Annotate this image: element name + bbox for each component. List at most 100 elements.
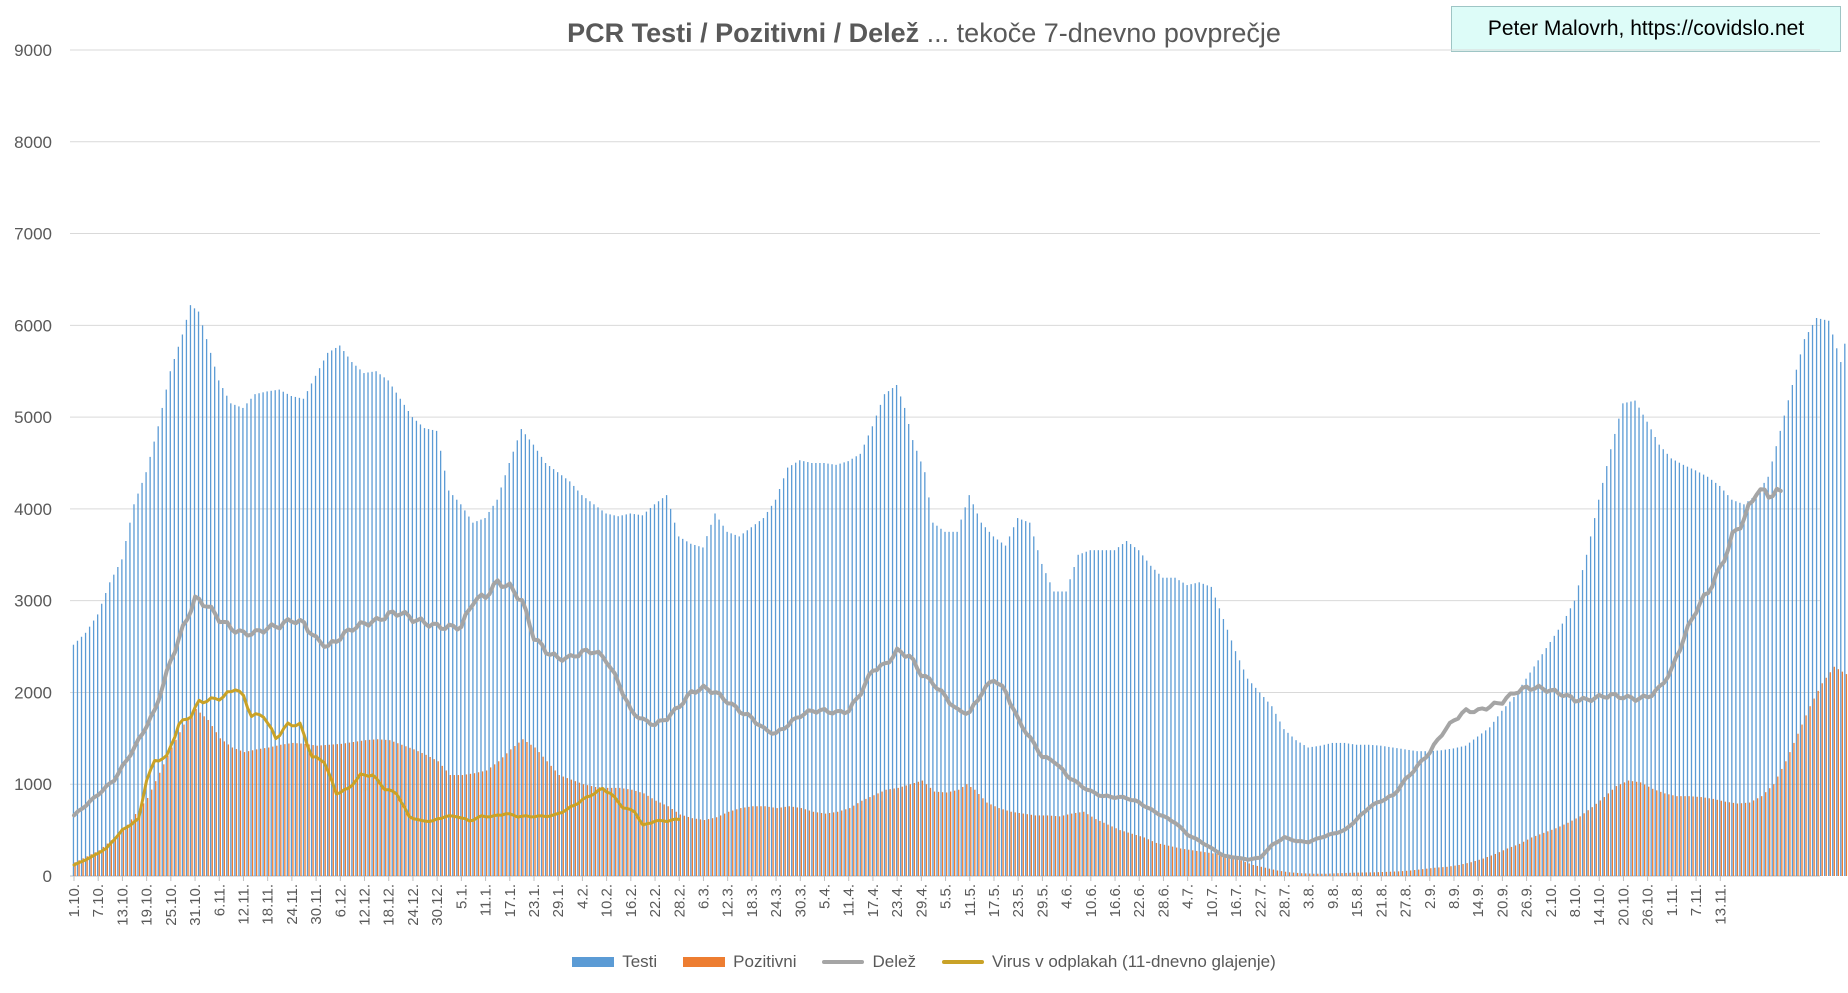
bar-testi bbox=[1493, 721, 1495, 876]
bar-testi bbox=[1428, 751, 1430, 876]
bar-testi bbox=[992, 536, 995, 876]
bar-pozitivni bbox=[461, 775, 464, 876]
bar-pozitivni bbox=[1825, 677, 1827, 876]
legend-item-testi: Testi bbox=[572, 952, 657, 972]
bar-testi bbox=[456, 499, 458, 876]
bar-testi bbox=[137, 493, 139, 876]
bar-testi bbox=[238, 406, 240, 876]
bar-pozitivni bbox=[1111, 826, 1113, 876]
bar-testi bbox=[686, 541, 688, 876]
bar-pozitivni bbox=[1478, 859, 1480, 876]
bar-testi bbox=[1549, 641, 1551, 876]
x-tick-label: 26.9. bbox=[1519, 884, 1536, 917]
bar-testi bbox=[1194, 583, 1196, 876]
bar-testi bbox=[1723, 490, 1725, 876]
bar-testi bbox=[1638, 407, 1640, 876]
bar-pozitivni bbox=[1397, 871, 1400, 876]
bar-pozitivni bbox=[324, 745, 326, 876]
bar-pozitivni bbox=[671, 809, 673, 876]
bar-testi bbox=[1767, 476, 1769, 876]
bar-pozitivni bbox=[1748, 802, 1751, 876]
bar-testi bbox=[1602, 482, 1604, 876]
bar-testi bbox=[803, 461, 805, 876]
credit-text: Peter Malovrh, https://covidslo.net bbox=[1487, 17, 1805, 40]
bar-pozitivni bbox=[792, 806, 794, 876]
bar-pozitivni bbox=[1393, 871, 1396, 876]
bar-testi bbox=[1162, 577, 1164, 876]
bar-testi bbox=[375, 371, 377, 876]
bar-testi bbox=[1129, 544, 1132, 876]
bar-testi bbox=[472, 522, 474, 876]
bar-testi bbox=[403, 404, 405, 876]
bar-testi bbox=[92, 620, 95, 876]
bar-testi bbox=[1485, 730, 1487, 876]
bar-pozitivni bbox=[1740, 803, 1743, 876]
bar-testi bbox=[1501, 710, 1503, 876]
bar-testi bbox=[928, 497, 930, 876]
bar-pozitivni bbox=[1833, 666, 1835, 876]
bar-pozitivni bbox=[300, 743, 302, 876]
bar-testi bbox=[1271, 706, 1273, 876]
bar-pozitivni bbox=[320, 745, 322, 876]
bar-testi bbox=[891, 388, 894, 876]
bar-testi bbox=[758, 521, 761, 876]
bar-testi bbox=[1404, 749, 1406, 876]
bar-pozitivni bbox=[1418, 869, 1420, 876]
bar-pozitivni bbox=[421, 753, 423, 876]
bar-testi bbox=[242, 407, 244, 876]
bar-testi bbox=[484, 518, 486, 876]
bar-testi bbox=[1093, 550, 1095, 876]
bar-pozitivni bbox=[356, 741, 359, 876]
x-tick-label: 11.4. bbox=[841, 884, 858, 916]
bar-testi bbox=[169, 371, 171, 876]
bar-testi bbox=[1295, 740, 1297, 876]
legend-label-testi: Testi bbox=[622, 952, 658, 971]
bar-testi bbox=[246, 403, 248, 876]
bar-testi bbox=[508, 463, 510, 876]
bar-testi bbox=[1077, 554, 1079, 876]
bar-pozitivni bbox=[623, 788, 625, 876]
bar-pozitivni bbox=[1426, 868, 1428, 876]
bar-testi bbox=[528, 439, 531, 876]
legend-label-delez: Delež bbox=[872, 952, 916, 971]
bar-testi bbox=[589, 501, 591, 876]
bar-testi bbox=[516, 440, 518, 876]
bar-pozitivni bbox=[683, 815, 685, 876]
bar-pozitivni bbox=[1539, 834, 1541, 876]
bar-testi bbox=[1166, 577, 1168, 876]
bar-pozitivni bbox=[1208, 852, 1210, 876]
bar-testi bbox=[674, 522, 676, 876]
bar-testi bbox=[452, 495, 454, 876]
bar-testi bbox=[218, 380, 220, 876]
bar-pozitivni bbox=[1579, 816, 1581, 876]
bar-pozitivni bbox=[772, 807, 774, 876]
x-tick-label: 25.10. bbox=[163, 884, 180, 926]
bar-testi bbox=[101, 603, 103, 876]
bar-testi bbox=[1255, 687, 1257, 876]
bar-pozitivni bbox=[720, 815, 722, 876]
bar-pozitivni bbox=[1030, 814, 1032, 876]
bar-testi bbox=[1803, 339, 1806, 877]
x-tick-label: 28.7. bbox=[1277, 884, 1294, 917]
bar-pozitivni bbox=[550, 765, 552, 876]
bar-pozitivni bbox=[538, 752, 540, 876]
bar-testi bbox=[1359, 744, 1362, 876]
bar-pozitivni bbox=[328, 744, 330, 876]
bar-pozitivni bbox=[1329, 873, 1331, 876]
x-tick-label: 14.10. bbox=[1591, 884, 1608, 926]
bar-testi bbox=[97, 614, 99, 876]
x-tick-label: 2.9. bbox=[1422, 884, 1439, 909]
bar-testi bbox=[1117, 547, 1120, 876]
bar-testi bbox=[1307, 747, 1309, 876]
bar-testi bbox=[799, 460, 801, 876]
legend-label-virus: Virus v odplakah (11-dnevno glajenje) bbox=[991, 952, 1276, 971]
bar-testi bbox=[419, 424, 422, 876]
bar-testi bbox=[444, 470, 446, 876]
bar-pozitivni bbox=[433, 759, 435, 876]
bar-testi bbox=[1569, 608, 1572, 876]
bar-pozitivni bbox=[1644, 784, 1646, 876]
bar-pozitivni bbox=[381, 739, 383, 876]
bar-testi bbox=[1033, 536, 1035, 876]
bar-pozitivni bbox=[203, 716, 205, 876]
bar-pozitivni bbox=[1123, 831, 1125, 876]
